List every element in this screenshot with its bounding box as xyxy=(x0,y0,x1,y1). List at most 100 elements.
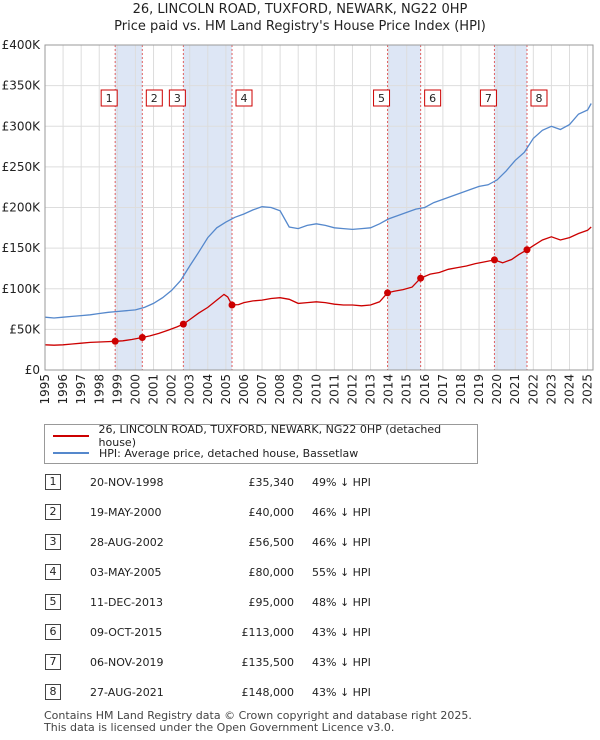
sale-point xyxy=(523,246,531,254)
legend-label-hpi: HPI: Average price, detached house, Bass… xyxy=(99,446,359,460)
footer-copyright: Contains HM Land Registry data © Crown c… xyxy=(44,709,472,722)
sale-date: 11-DEC-2013 xyxy=(90,596,164,609)
x-tick-label: 2016 xyxy=(418,374,432,405)
table-row: 1 20-NOV-1998 £35,340 49% ↓ HPI xyxy=(44,470,584,500)
x-tick-label: 2024 xyxy=(562,374,576,405)
marker-label: 8 xyxy=(535,92,542,105)
sale-hpi-diff: 55% ↓ HPI xyxy=(312,566,371,579)
sale-point xyxy=(138,334,146,341)
sale-price: £56,500 xyxy=(248,536,295,549)
footer-licence: This data is licensed under the Open Gov… xyxy=(44,721,395,734)
x-tick-label: 2001 xyxy=(147,374,161,405)
sale-hpi-diff: 43% ↓ HPI xyxy=(312,686,371,699)
x-tick-label: 2010 xyxy=(309,374,323,405)
table-row: 8 27-AUG-2021 £148,000 43% ↓ HPI xyxy=(44,680,584,710)
table-row: 7 06-NOV-2019 £135,500 43% ↓ HPI xyxy=(44,650,584,680)
x-tick-label: 2022 xyxy=(526,374,540,405)
sale-price: £80,000 xyxy=(248,566,295,579)
sale-price: £113,000 xyxy=(241,626,295,639)
sale-point xyxy=(228,301,236,309)
table-row: 2 19-MAY-2000 £40,000 46% ↓ HPI xyxy=(44,500,584,530)
y-tick-label: £50K xyxy=(9,322,41,336)
marker-box xyxy=(530,89,548,107)
y-tick-label: £300K xyxy=(2,119,42,133)
marker-label: 1 xyxy=(106,92,113,105)
y-tick-label: £250K xyxy=(2,160,42,174)
y-tick-label: £150K xyxy=(2,241,42,255)
marker-box xyxy=(424,89,442,107)
plot-border xyxy=(44,44,594,371)
footer: Contains HM Land Registry data © Crown c… xyxy=(44,710,472,734)
marker-label: 7 xyxy=(485,92,492,105)
sale-point xyxy=(179,320,187,328)
x-tick-label: 2021 xyxy=(508,374,522,405)
table-row: 4 03-MAY-2005 £80,000 55% ↓ HPI xyxy=(44,560,584,590)
marker-box xyxy=(168,89,186,107)
sale-number: 3 xyxy=(45,534,61,550)
sale-hpi-diff: 48% ↓ HPI xyxy=(312,596,371,609)
x-tick-label: 2023 xyxy=(544,374,558,405)
sale-price: £35,340 xyxy=(248,476,295,489)
marker-box xyxy=(100,89,118,107)
legend-item-property: 26, LINCOLN ROAD, TUXFORD, NEWARK, NG22 … xyxy=(53,423,477,449)
marker-box xyxy=(145,89,163,107)
table-row: 6 09-OCT-2015 £113,000 43% ↓ HPI xyxy=(44,620,584,650)
sale-hpi-diff: 49% ↓ HPI xyxy=(312,476,371,489)
sale-date: 27-AUG-2021 xyxy=(90,686,164,699)
table-row: 3 28-AUG-2002 £56,500 46% ↓ HPI xyxy=(44,530,584,560)
x-tick-label: 2004 xyxy=(201,374,215,405)
marker-label: 6 xyxy=(429,92,436,105)
sale-hpi-diff: 46% ↓ HPI xyxy=(312,506,371,519)
legend: 26, LINCOLN ROAD, TUXFORD, NEWARK, NG22 … xyxy=(44,423,478,464)
sale-number: 4 xyxy=(45,564,61,580)
chart-subtitle: Price paid vs. HM Land Registry's House … xyxy=(114,19,486,34)
x-tick-label: 2002 xyxy=(165,374,179,405)
x-tick-label: 1999 xyxy=(110,374,124,405)
sale-date: 06-NOV-2019 xyxy=(90,656,164,669)
x-tick-label: 2025 xyxy=(581,374,595,405)
y-tick-label: £100K xyxy=(2,282,42,296)
x-tick-label: 2014 xyxy=(382,374,396,405)
x-tick-label: 2000 xyxy=(128,374,142,405)
x-tick-label: 2003 xyxy=(183,374,197,405)
y-tick-label: £0 xyxy=(25,363,40,377)
x-tick-label: 2011 xyxy=(327,374,341,405)
legend-line-hpi xyxy=(53,452,89,454)
marker-label: 4 xyxy=(241,92,248,105)
sale-number: 7 xyxy=(45,654,61,670)
x-tick-label: 2017 xyxy=(436,374,450,405)
sale-number: 5 xyxy=(45,594,61,610)
sale-hpi-diff: 43% ↓ HPI xyxy=(312,626,371,639)
x-tick-label: 2013 xyxy=(364,374,378,405)
marker-label: 5 xyxy=(378,92,385,105)
x-tick-label: 2015 xyxy=(400,374,414,405)
marker-label: 3 xyxy=(174,92,181,105)
hpi-line xyxy=(44,103,592,319)
sale-date: 03-MAY-2005 xyxy=(90,566,162,579)
chart-title: 26, LINCOLN ROAD, TUXFORD, NEWARK, NG22 … xyxy=(132,2,468,17)
legend-line-property xyxy=(53,435,89,437)
x-tick-label: 2012 xyxy=(345,374,359,405)
y-tick-label: £400K xyxy=(2,38,42,52)
x-tick-label: 2006 xyxy=(237,374,251,405)
x-tick-label: 1997 xyxy=(74,374,88,405)
x-tick-label: 1996 xyxy=(56,374,70,405)
marker-label: 2 xyxy=(151,92,158,105)
x-tick-label: 1995 xyxy=(38,374,52,405)
x-tick-label: 2008 xyxy=(273,374,287,405)
price-chart: £0 £50K £100K £150K £200K £250K £300K £350K £400… xyxy=(2,38,595,405)
legend-item-hpi: HPI: Average price, detached house, Bass… xyxy=(53,445,358,461)
sale-date: 09-OCT-2015 xyxy=(90,626,163,639)
sale-number: 8 xyxy=(45,684,61,700)
x-tick-label: 2005 xyxy=(219,374,233,405)
sale-price: £135,500 xyxy=(241,656,295,669)
marker-box xyxy=(235,89,253,107)
legend-label-property: 26, LINCOLN ROAD, TUXFORD, NEWARK, NG22 … xyxy=(98,423,442,449)
sale-date: 28-AUG-2002 xyxy=(90,536,164,549)
sale-date: 19-MAY-2000 xyxy=(90,506,162,519)
x-tick-label: 1998 xyxy=(92,374,106,405)
table-row: 5 11-DEC-2013 £95,000 48% ↓ HPI xyxy=(44,590,584,620)
sale-price: £148,000 xyxy=(241,686,295,699)
x-tick-label: 2019 xyxy=(472,374,486,405)
